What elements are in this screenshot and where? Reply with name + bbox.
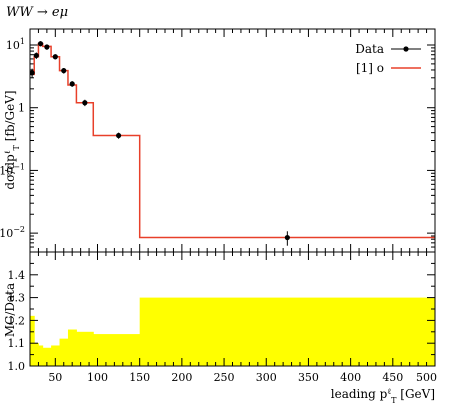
main-ytick-exponent: 1 [20, 37, 25, 46]
ratio-plot-frame [29, 251, 436, 367]
xlabel-sub: T [391, 396, 397, 404]
main-ytick-base: 10 [0, 227, 13, 240]
ratio-xtick-label: 300 [256, 371, 277, 384]
data-point [52, 54, 58, 60]
main-ytick-label: 1 [18, 102, 25, 115]
main-series [29, 41, 435, 246]
ratio-band-layer [30, 297, 436, 366]
ratio-xtick-label: 150 [129, 371, 150, 384]
ratio-ytick-label: 1.3 [8, 292, 26, 305]
data-point [44, 44, 50, 50]
legend-label-data: Data [355, 42, 384, 56]
legend: Data [1] o [355, 42, 421, 75]
ratio-xtick-label: 500 [416, 371, 437, 384]
ratio-band-bin [51, 345, 61, 366]
ratio-xtick-label: 450 [382, 371, 403, 384]
ratio-ytick-label: 1.2 [8, 314, 26, 327]
main-ylabel-sub: T [12, 144, 21, 150]
data-point [69, 81, 75, 87]
ratio-band-bin [34, 343, 39, 366]
ratio-xtick-label: 200 [171, 371, 192, 384]
data-point [37, 41, 44, 47]
ratio-xtick-label: 400 [340, 371, 361, 384]
ratio-ytick-label: 1.1 [8, 337, 26, 350]
ratio-band-bin [76, 331, 94, 366]
ratio-xtick-label: 350 [298, 371, 319, 384]
data-point [61, 68, 67, 74]
xlabel-sup: ℓ [387, 387, 391, 396]
main-ytick-exponent: −2 [13, 225, 25, 234]
data-point [33, 52, 39, 59]
main-ytick-base: 1 [18, 102, 25, 115]
ratio-band-bin [42, 347, 52, 366]
ratio-ticks: 1.0 1.1 1.2 1.3 1.4 50 100 150 200 250 300 350 400 45… [8, 252, 437, 384]
ratio-xtick-label: 50 [48, 371, 62, 384]
ratio-ylabel: MC/Data [3, 283, 17, 337]
ratio-band-bin [67, 329, 77, 366]
ratio-xtick-label: 100 [87, 371, 108, 384]
xlabel: leading pℓT [GeV] [331, 387, 435, 404]
main-ylabel-sup: ℓ [3, 150, 12, 154]
ratio-xtick-label: 250 [214, 371, 235, 384]
main-ytick-base: 10 [0, 164, 13, 177]
ratio-band-bin [59, 338, 69, 366]
chart-title: WW → eμ [6, 5, 68, 20]
legend-marker-data [403, 46, 409, 52]
main-ytick-label: 10−2 [0, 225, 25, 240]
ratio-panel: 1.0 1.1 1.2 1.3 1.4 50 100 150 200 250 300 350 400 45… [8, 251, 437, 384]
main-ytick-label: 101 [6, 37, 25, 52]
ratio-band-bin [30, 315, 35, 366]
main-ylabel: dσ/dpℓT [fb/GeV] [3, 90, 21, 189]
data-point [284, 234, 290, 241]
ratio-ytick-label: 1.0 [8, 360, 26, 373]
ratio-ytick-label: 1.4 [8, 269, 26, 282]
legend-label-mc: [1] o [356, 61, 384, 75]
ratio-band-bin [93, 334, 141, 366]
ratio-band-bin [38, 345, 44, 366]
main-ytick-base: 10 [6, 39, 20, 52]
data-point [115, 132, 122, 139]
ratio-band-bin [139, 297, 436, 366]
data-point [82, 100, 88, 106]
main-ytick-label: 10−1 [0, 162, 25, 177]
main-ytick-exponent: −1 [13, 162, 25, 171]
data-point [29, 70, 35, 76]
